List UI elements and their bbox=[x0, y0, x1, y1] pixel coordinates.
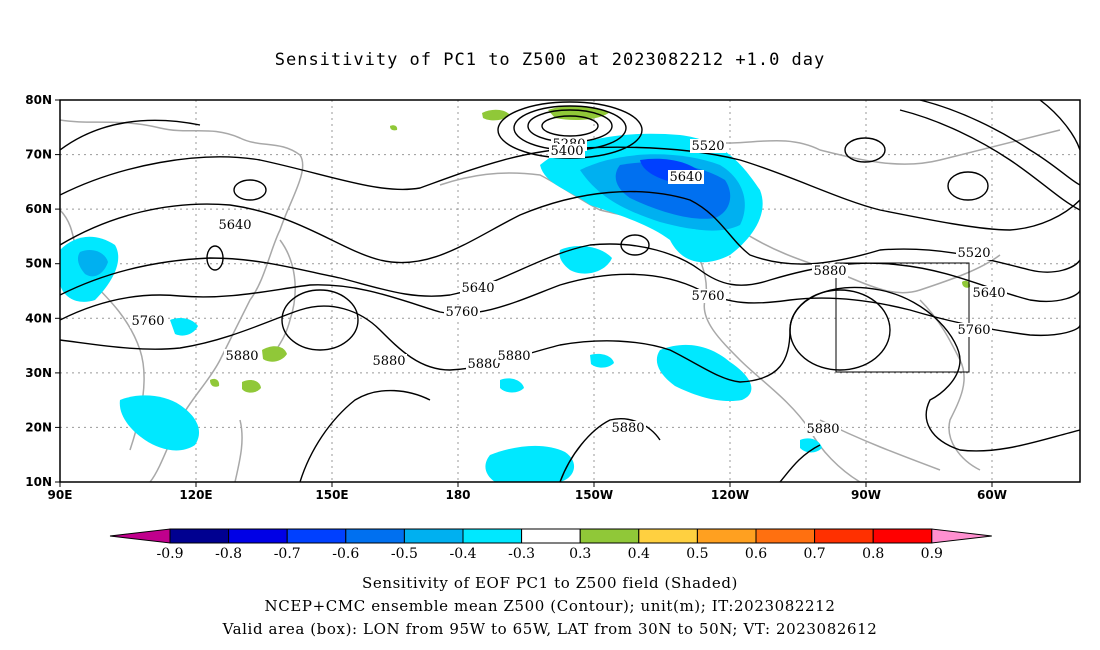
lon-tick-label: 150W bbox=[575, 488, 613, 502]
lon-tick-label: 120E bbox=[179, 488, 212, 502]
lat-tick-label: 60N bbox=[25, 202, 52, 216]
colorbar-tick-label: 0.7 bbox=[803, 546, 825, 562]
colorbar-tick-label: -0.8 bbox=[215, 546, 242, 562]
lat-tick-label: 70N bbox=[25, 148, 52, 162]
contour-label: 5640 bbox=[218, 218, 251, 233]
contour-label: 5760 bbox=[691, 289, 724, 304]
contour-label: 5400 bbox=[550, 144, 583, 159]
colorbar-cell bbox=[286, 528, 347, 544]
contour-label: 5880 bbox=[813, 264, 846, 279]
contour-label: 5880 bbox=[467, 357, 500, 372]
contour-label: 5760 bbox=[957, 323, 990, 338]
lat-tick-label: 80N bbox=[25, 93, 52, 107]
colorbar-tick-label: -0.5 bbox=[391, 546, 418, 562]
colorbar-tick-label: 0.3 bbox=[569, 546, 591, 562]
z500-contours bbox=[60, 100, 1080, 482]
colorbar-cell bbox=[579, 528, 640, 544]
colorbar-tick-label: 0.4 bbox=[628, 546, 650, 562]
colorbar-cell bbox=[638, 528, 698, 544]
contour-label: 5760 bbox=[131, 314, 164, 329]
colorbar-tick-label: 0.5 bbox=[686, 546, 708, 562]
colorbar-tick-label: 0.9 bbox=[921, 546, 943, 562]
contour-label: 5520 bbox=[691, 139, 724, 154]
map-frame bbox=[59, 99, 1081, 483]
caption-line-2: NCEP+CMC ensemble mean Z500 (Contour); u… bbox=[264, 597, 836, 615]
colorbar-cell bbox=[814, 528, 874, 544]
contour-label: 5760 bbox=[445, 305, 478, 320]
colorbar-tick-label: 0.8 bbox=[862, 546, 884, 562]
contour-label: 5640 bbox=[461, 281, 494, 296]
contour-label: 5640 bbox=[669, 170, 702, 185]
colorbar-cell bbox=[228, 528, 288, 544]
colorbar-min-arrow bbox=[109, 528, 171, 544]
lat-tick-label: 10N bbox=[25, 475, 52, 489]
colorbar-tick-label: -0.9 bbox=[157, 546, 184, 562]
lat-tick-label: 20N bbox=[25, 420, 52, 434]
sensitivity-map: 5280540055205640564056405640576057605760… bbox=[25, 93, 1081, 502]
colorbar-cell bbox=[169, 528, 230, 544]
colorbar-tick-label: 0.6 bbox=[745, 546, 767, 562]
contour-label: 5880 bbox=[806, 422, 839, 437]
contour-label: 5880 bbox=[225, 349, 258, 364]
colorbar-tick-label: -0.7 bbox=[274, 546, 301, 562]
longitude-labels: 90E 120E 150E 180 150W 120W 90W 60W bbox=[48, 488, 1007, 502]
lon-tick-label: 150E bbox=[315, 488, 348, 502]
lat-tick-label: 30N bbox=[25, 366, 52, 380]
negative-sensitivity-shading bbox=[60, 133, 822, 482]
colorbar-cell bbox=[872, 528, 933, 544]
lon-tick-label: 120W bbox=[711, 488, 749, 502]
colorbar-cell bbox=[521, 528, 581, 544]
colorbar-cells bbox=[109, 528, 992, 544]
colorbar: -0.9 -0.8 -0.7 -0.6 -0.5 -0.4 -0.3 0.3 0.4 0.5 0.6… bbox=[109, 528, 992, 562]
caption-line-3: Valid area (box): LON from 95W to 65W, L… bbox=[222, 620, 878, 638]
lat-tick-label: 50N bbox=[25, 257, 52, 271]
colorbar-cell bbox=[462, 528, 523, 544]
colorbar-cell bbox=[755, 528, 816, 544]
colorbar-max-arrow bbox=[931, 528, 992, 544]
contour-label: 5880 bbox=[611, 421, 644, 436]
contour-label: 5520 bbox=[957, 246, 990, 261]
lon-tick-label: 90E bbox=[48, 488, 73, 502]
caption-line-1: Sensitivity of EOF PC1 to Z500 field (Sh… bbox=[361, 574, 739, 592]
colorbar-cell bbox=[403, 528, 464, 544]
contour-label: 5880 bbox=[372, 354, 405, 369]
lon-tick-label: 60W bbox=[977, 488, 1007, 502]
colorbar-cell bbox=[696, 528, 757, 544]
axis-ticks bbox=[55, 99, 993, 487]
lon-tick-label: 180 bbox=[445, 488, 470, 502]
colorbar-tick-label: -0.6 bbox=[332, 546, 359, 562]
latitude-labels: 80N 70N 60N 50N 40N 30N 20N 10N bbox=[25, 93, 52, 489]
colorbar-tick-label: -0.3 bbox=[508, 546, 535, 562]
contour-labels: 5280540055205640564056405640576057605760… bbox=[130, 137, 1007, 437]
colorbar-tick-labels: -0.9 -0.8 -0.7 -0.6 -0.5 -0.4 -0.3 0.3 0.4 0.5 0.6… bbox=[157, 546, 943, 562]
valid-area-box bbox=[835, 262, 970, 373]
colorbar-cell bbox=[345, 528, 405, 544]
colorbar-tick-label: -0.4 bbox=[450, 546, 477, 562]
coastlines bbox=[60, 119, 1061, 482]
contour-label: 5880 bbox=[497, 349, 530, 364]
page-title: Sensitivity of PC1 to Z500 at 2023082212… bbox=[274, 50, 826, 70]
contour-label: 5640 bbox=[972, 286, 1005, 301]
lon-tick-label: 90W bbox=[851, 488, 881, 502]
lat-tick-label: 40N bbox=[25, 311, 52, 325]
